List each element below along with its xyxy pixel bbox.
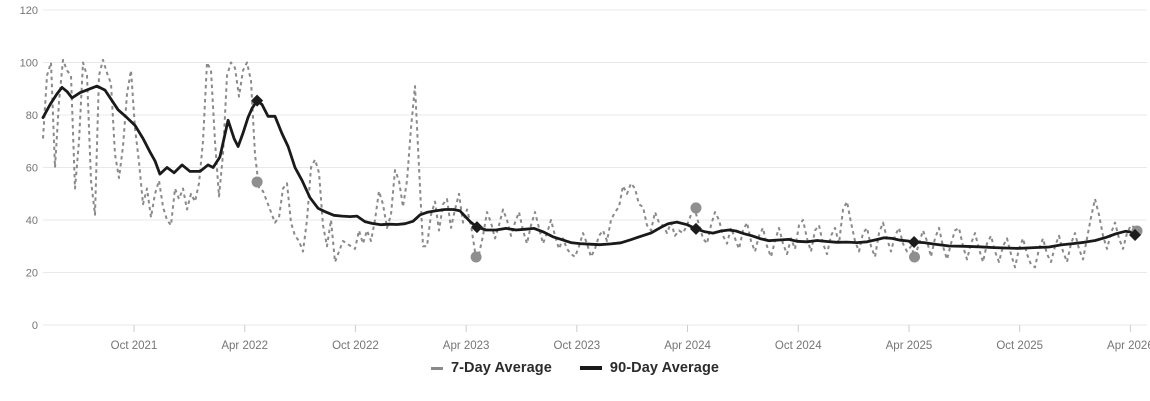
diamond-marker bbox=[251, 94, 264, 107]
circle-marker bbox=[470, 251, 482, 263]
x-axis-tick-label: Oct 2023 bbox=[554, 340, 601, 352]
diamond-marker bbox=[470, 221, 483, 234]
x-axis-tick-label: Oct 2024 bbox=[775, 340, 822, 352]
ninety-day-average-line bbox=[41, 84, 1140, 250]
x-axis-tick-label: Oct 2021 bbox=[111, 340, 158, 352]
circle-marker bbox=[690, 202, 702, 214]
circle-marker bbox=[909, 251, 921, 263]
legend-label: 90-Day Average bbox=[609, 360, 720, 376]
legend-item-90-day-average[interactable]: 90-Day Average bbox=[579, 360, 720, 376]
x-axis-tick-label: Apr 2023 bbox=[443, 340, 490, 352]
y-axis-tick-label: 40 bbox=[26, 215, 38, 227]
x-axis-tick-label: Oct 2022 bbox=[332, 340, 379, 352]
ninety-day-swatch-icon bbox=[579, 366, 602, 370]
x-axis-tick-label: Apr 2025 bbox=[886, 340, 933, 352]
diamond-marker bbox=[908, 236, 921, 249]
seven-day-average-line bbox=[42, 58, 1140, 269]
x-axis-tick-label: Apr 2026 bbox=[1107, 340, 1150, 352]
y-axis-tick-label: 100 bbox=[20, 58, 38, 70]
legend-item-7-day-average[interactable]: 7-Day Average bbox=[430, 360, 552, 376]
legend-label: 7-Day Average bbox=[450, 360, 552, 376]
y-axis-tick-label: 0 bbox=[32, 320, 38, 332]
y-axis-tick-label: 20 bbox=[26, 268, 38, 280]
x-axis-tick-label: Oct 2025 bbox=[996, 340, 1043, 352]
x-axis-tick-label: Apr 2022 bbox=[221, 340, 268, 352]
chart-legend: 7-Day Average 90-Day Average bbox=[0, 360, 1150, 376]
x-axis-tick-label: Apr 2024 bbox=[664, 340, 711, 352]
y-axis-tick-label: 60 bbox=[26, 163, 38, 175]
y-axis-tick-label: 80 bbox=[26, 110, 38, 122]
diamond-marker bbox=[1129, 228, 1142, 241]
diamond-marker bbox=[689, 222, 702, 235]
circle-marker bbox=[251, 176, 263, 188]
y-axis-tick-label: 120 bbox=[20, 5, 38, 17]
seven-day-swatch-icon bbox=[430, 366, 443, 370]
